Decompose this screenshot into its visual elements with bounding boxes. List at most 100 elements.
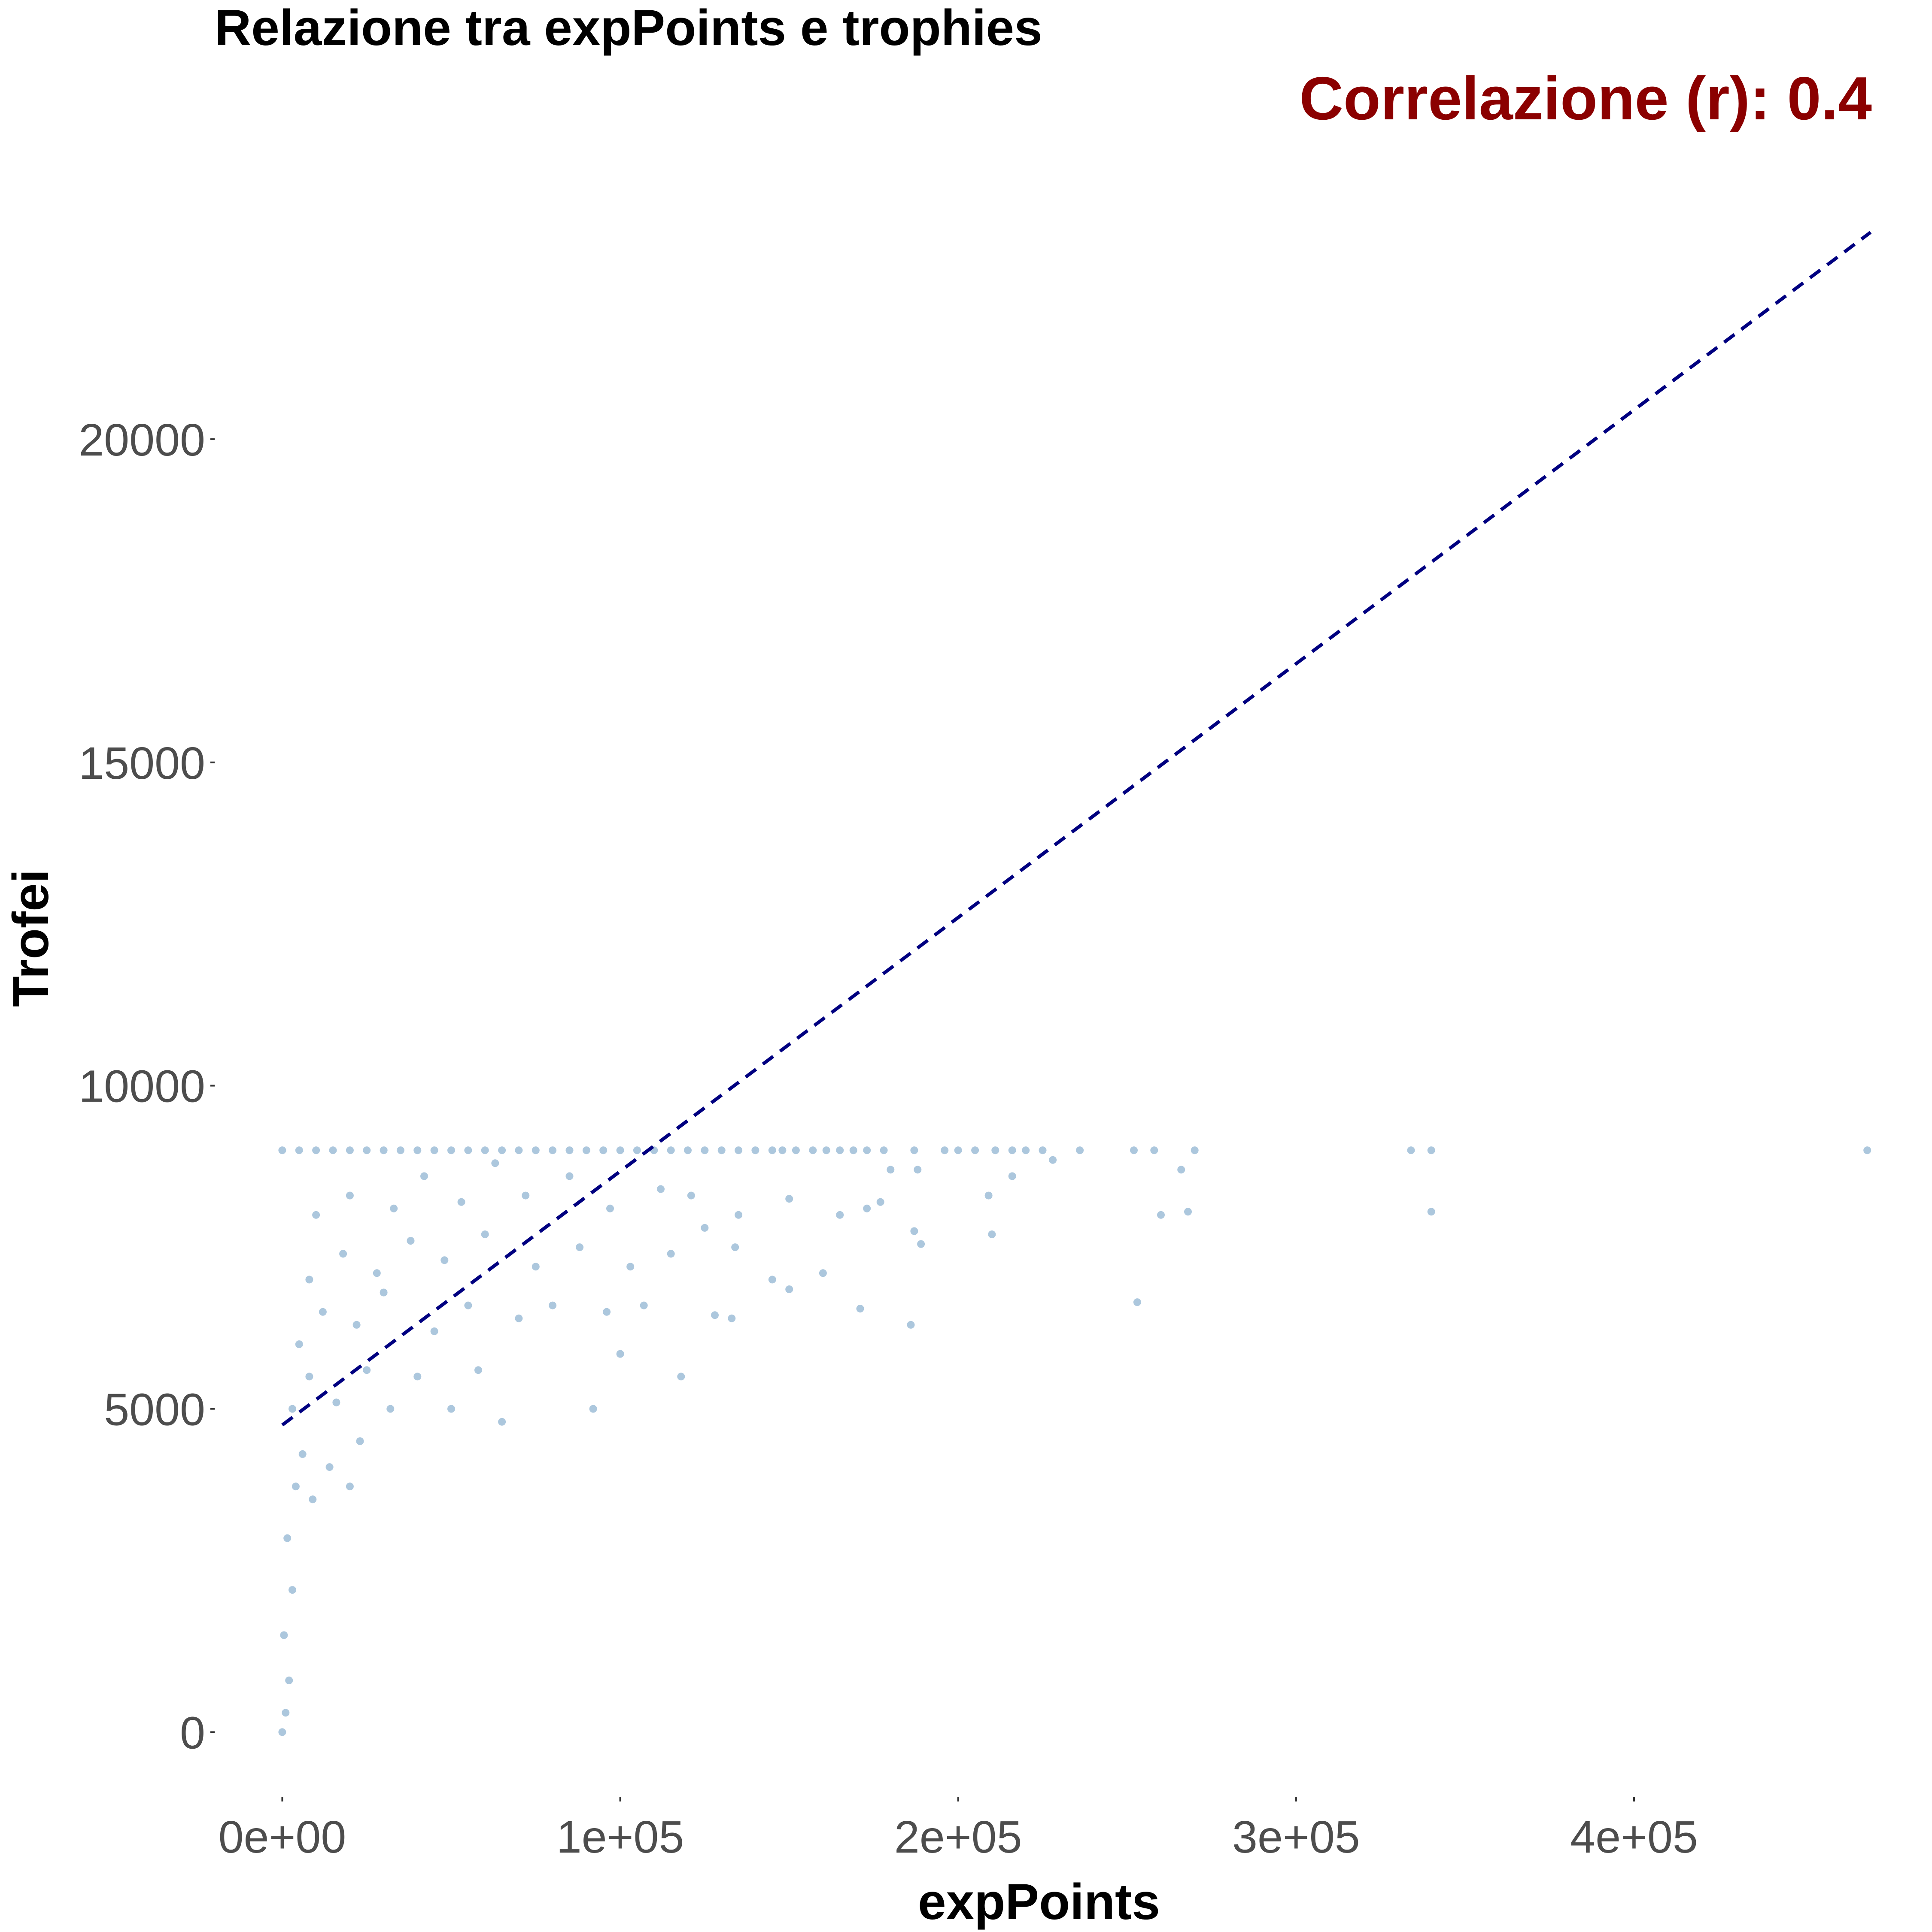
- data-point: [687, 1191, 695, 1200]
- data-point: [532, 1263, 540, 1271]
- data-point: [582, 1146, 590, 1154]
- data-point: [984, 1191, 993, 1200]
- data-point: [1427, 1146, 1435, 1154]
- x-tick-label: 0e+00: [219, 1812, 346, 1862]
- data-point: [701, 1146, 709, 1154]
- data-point: [481, 1146, 489, 1154]
- y-tick-label: 15000: [79, 738, 205, 789]
- data-point: [792, 1146, 800, 1154]
- data-point: [515, 1146, 523, 1154]
- data-point: [356, 1437, 364, 1445]
- data-point: [735, 1211, 743, 1219]
- data-point: [420, 1172, 428, 1180]
- data-point: [991, 1146, 999, 1154]
- data-point: [599, 1146, 608, 1154]
- data-point: [363, 1366, 371, 1374]
- data-point: [785, 1195, 793, 1203]
- x-axis: 0e+00 1e+05 2e+05 3e+05 4e+05: [219, 1797, 1698, 1862]
- data-point: [876, 1198, 884, 1206]
- data-point: [440, 1256, 449, 1264]
- data-point: [549, 1146, 557, 1154]
- data-point: [1157, 1211, 1165, 1219]
- data-point: [305, 1276, 313, 1284]
- data-point: [1863, 1146, 1871, 1154]
- data-point: [312, 1146, 320, 1154]
- data-point: [849, 1146, 857, 1154]
- data-point: [1407, 1146, 1415, 1154]
- data-point: [278, 1146, 286, 1154]
- data-point: [305, 1373, 313, 1381]
- data-point: [289, 1586, 296, 1594]
- data-point: [1191, 1146, 1199, 1154]
- data-point: [413, 1146, 422, 1154]
- x-tick-label: 4e+05: [1570, 1812, 1698, 1862]
- data-point: [390, 1204, 398, 1212]
- x-tick-label: 3e+05: [1232, 1812, 1360, 1862]
- data-point: [701, 1224, 709, 1232]
- data-point: [640, 1301, 648, 1309]
- data-point: [731, 1243, 739, 1252]
- data-point: [498, 1146, 506, 1154]
- data-point: [464, 1301, 472, 1309]
- data-point: [289, 1405, 296, 1413]
- data-point: [616, 1146, 624, 1154]
- data-point: [887, 1166, 895, 1174]
- data-point: [380, 1146, 388, 1154]
- data-point: [386, 1405, 395, 1413]
- data-point: [907, 1321, 915, 1329]
- data-point: [532, 1146, 540, 1154]
- data-point: [822, 1146, 830, 1154]
- data-point: [684, 1146, 692, 1154]
- data-point: [1049, 1156, 1057, 1164]
- data-point: [778, 1146, 787, 1154]
- data-point: [481, 1230, 489, 1238]
- data-point: [768, 1146, 776, 1154]
- data-point: [396, 1146, 404, 1154]
- data-point: [295, 1146, 303, 1154]
- data-point: [1039, 1146, 1047, 1154]
- data-point: [346, 1146, 354, 1154]
- data-point: [309, 1495, 317, 1504]
- data-point: [1008, 1146, 1016, 1154]
- data-point: [785, 1285, 793, 1293]
- data-point: [836, 1211, 844, 1219]
- data-point: [954, 1146, 962, 1154]
- data-point: [407, 1237, 415, 1245]
- data-point: [352, 1321, 361, 1329]
- data-point: [735, 1146, 743, 1154]
- data-point: [863, 1204, 871, 1212]
- y-tick-label: 10000: [79, 1061, 205, 1112]
- data-point: [633, 1146, 641, 1154]
- data-point: [447, 1405, 455, 1413]
- data-point: [768, 1276, 776, 1284]
- y-tick-label: 20000: [79, 415, 205, 465]
- data-point: [914, 1166, 922, 1174]
- data-point: [280, 1631, 288, 1639]
- data-point: [325, 1463, 334, 1471]
- correlation-annotation: Correlazione (r): 0.4: [1299, 64, 1872, 133]
- data-point: [491, 1159, 499, 1167]
- data-point: [464, 1146, 472, 1154]
- data-point: [971, 1146, 979, 1154]
- data-point: [576, 1243, 584, 1252]
- data-point: [863, 1146, 871, 1154]
- data-point: [565, 1172, 574, 1180]
- data-point: [1150, 1146, 1158, 1154]
- x-tick-label: 2e+05: [894, 1812, 1022, 1862]
- data-point: [312, 1211, 320, 1219]
- data-point: [809, 1146, 817, 1154]
- data-point: [380, 1288, 388, 1297]
- data-point: [457, 1198, 465, 1206]
- data-point: [988, 1230, 996, 1238]
- y-axis: 0 5000 10000 15000 20000: [79, 415, 215, 1758]
- data-point: [910, 1146, 918, 1154]
- data-point: [319, 1308, 327, 1316]
- data-point: [616, 1350, 624, 1358]
- data-point: [667, 1250, 675, 1258]
- data-point: [1177, 1166, 1185, 1174]
- data-point: [711, 1311, 719, 1319]
- data-point: [498, 1418, 506, 1426]
- data-point: [728, 1314, 736, 1322]
- data-point: [917, 1240, 925, 1248]
- data-point: [941, 1146, 949, 1154]
